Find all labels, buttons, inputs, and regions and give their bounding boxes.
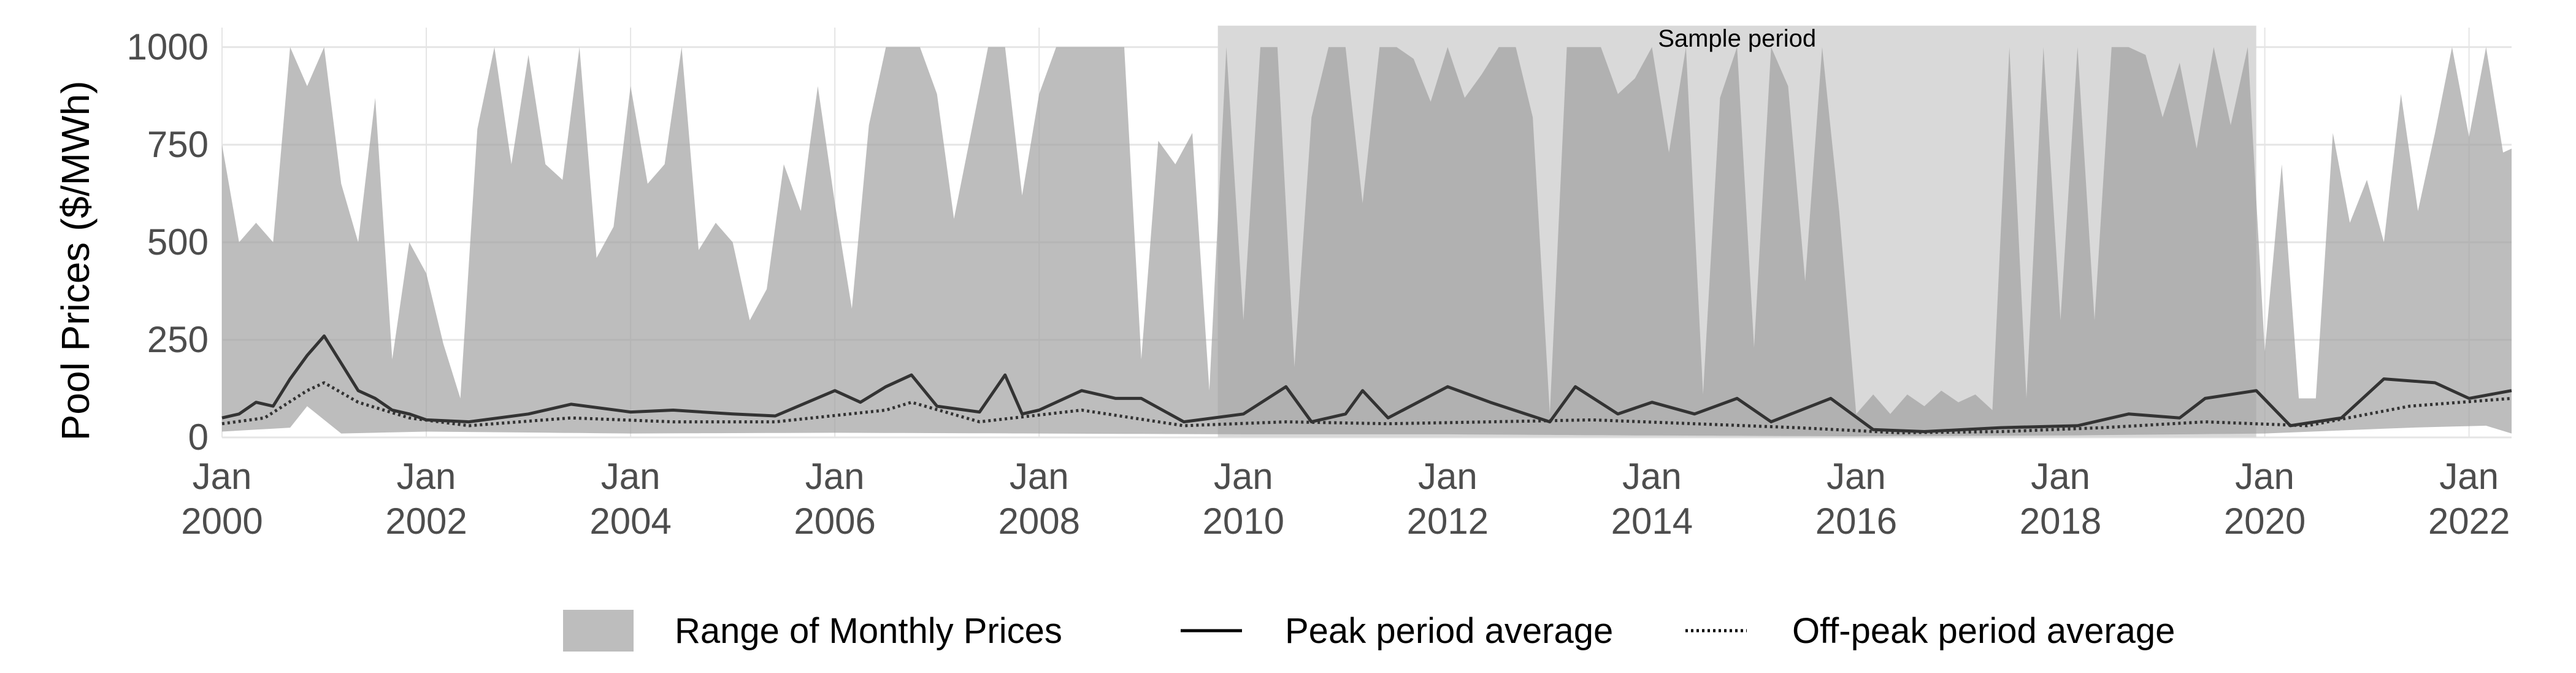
x-tick-year: 2004 — [589, 501, 671, 542]
x-tick-year: 2016 — [1815, 501, 1897, 542]
x-tick-month: Jan — [805, 456, 865, 497]
x-tick-year: 2018 — [2020, 501, 2101, 542]
average-lines — [221, 334, 2512, 434]
x-tick-year: 2014 — [1611, 501, 1693, 542]
y-tick-label: 1000 — [127, 26, 209, 67]
range-of-monthly-prices-area — [222, 47, 2512, 437]
x-tick-month: Jan — [1827, 456, 1886, 497]
legend-key-range — [563, 610, 634, 652]
x-tick-month: Jan — [2439, 456, 2499, 497]
y-tick-label: 250 — [147, 319, 209, 360]
x-tick-month: Jan — [601, 456, 661, 497]
legend-label: Peak period average — [1285, 611, 1613, 651]
x-tick-month: Jan — [1418, 456, 1478, 497]
x-tick-month: Jan — [1010, 456, 1069, 497]
x-tick-month: Jan — [1214, 456, 1273, 497]
legend: Range of Monthly Prices Peak period avera… — [563, 610, 2175, 652]
x-axis-ticks: Jan2000Jan2002Jan2004Jan2006Jan2008Jan20… — [181, 456, 2510, 542]
x-tick-month: Jan — [2031, 456, 2090, 497]
y-tick-label: 0 — [188, 417, 209, 458]
offpeak-average-line — [221, 381, 2512, 434]
x-tick-year: 2002 — [385, 501, 467, 542]
x-tick-year: 2010 — [1203, 501, 1284, 542]
x-tick-year: 2022 — [2428, 501, 2510, 542]
legend-label: Range of Monthly Prices — [675, 611, 1062, 651]
range-area — [222, 47, 2512, 437]
y-axis-title: Pool Prices ($/MWh) — [53, 81, 98, 441]
x-tick-year: 2008 — [998, 501, 1079, 542]
x-tick-month: Jan — [397, 456, 456, 497]
x-tick-year: 2020 — [2224, 501, 2306, 542]
y-tick-label: 500 — [147, 221, 209, 263]
x-tick-year: 2012 — [1407, 501, 1489, 542]
x-tick-month: Jan — [193, 456, 252, 497]
legend-label: Off-peak period average — [1792, 611, 2175, 651]
x-tick-year: 2006 — [794, 501, 875, 542]
y-axis-ticks: 0 250 500 750 1000 — [127, 26, 209, 458]
x-tick-month: Jan — [1622, 456, 1682, 497]
x-tick-month: Jan — [2235, 456, 2294, 497]
peak-average-line — [221, 334, 2512, 433]
x-tick-year: 2000 — [181, 501, 263, 542]
y-tick-label: 750 — [147, 124, 209, 165]
